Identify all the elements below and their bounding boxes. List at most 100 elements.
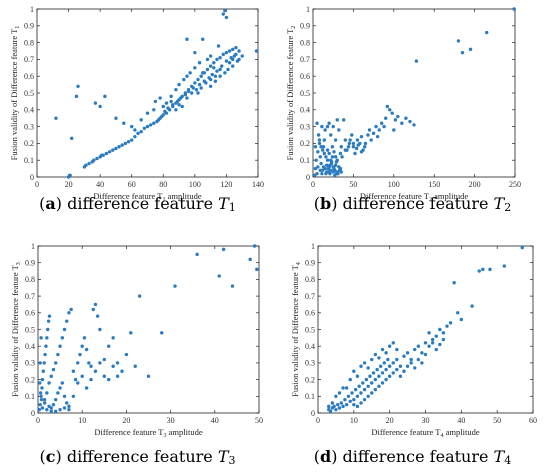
scatter-plot: 0 20 40 60 80 100 120 140 0 0.1 0.2 0.3 0.4 0.5 0.6 0.7…	[9, 5, 264, 203]
data-point	[65, 319, 69, 323]
data-point	[320, 148, 325, 152]
data-point	[328, 171, 332, 176]
data-point	[221, 52, 225, 57]
data-point	[76, 381, 80, 385]
caption-symbol: T	[493, 447, 505, 466]
data-point	[352, 369, 356, 373]
y-axis-label: Fusion validity of Difference feature T3	[10, 262, 22, 397]
data-point	[366, 394, 370, 398]
data-point	[208, 54, 213, 58]
data-point	[512, 7, 516, 11]
data-point	[320, 168, 325, 172]
data-point	[42, 397, 47, 402]
data-point	[49, 409, 53, 414]
data-point	[325, 158, 330, 162]
data-point	[362, 397, 367, 402]
y-axis-label-text: Fusion validity of Difference feature T	[10, 264, 20, 396]
y-tick-label: 0.6	[25, 309, 35, 318]
data-point	[438, 342, 442, 347]
data-point	[427, 344, 431, 348]
data-point	[174, 87, 178, 92]
data-point	[330, 145, 335, 149]
data-point	[395, 357, 399, 362]
data-point	[355, 394, 360, 398]
data-point	[370, 357, 374, 362]
data-point	[327, 121, 331, 125]
data-point	[390, 111, 394, 115]
data-point	[427, 331, 431, 335]
data-point	[40, 406, 45, 410]
data-point	[227, 61, 232, 65]
data-point	[107, 150, 112, 154]
x-axis-label-text: Difference feature T	[93, 191, 163, 201]
data-point	[120, 143, 124, 147]
y-tick-label: 0.3	[300, 122, 310, 131]
data-point	[359, 150, 364, 154]
y-tick-label: 0.7	[305, 292, 315, 301]
y-axis-label-subscript: 3	[16, 262, 22, 265]
data-point	[107, 344, 111, 348]
data-point	[95, 156, 99, 161]
data-point	[80, 344, 84, 348]
data-point	[76, 361, 80, 365]
data-point	[385, 104, 390, 109]
data-point	[205, 57, 210, 62]
data-point	[207, 76, 211, 80]
data-point	[366, 384, 370, 388]
x-tick-label: 50	[255, 416, 263, 425]
data-point	[318, 155, 322, 159]
caption-open-paren: (	[39, 447, 46, 466]
data-point	[337, 128, 341, 132]
data-point	[380, 347, 385, 352]
y-tick-label: 0.9	[24, 22, 34, 31]
data-point	[51, 402, 56, 407]
data-point	[412, 123, 416, 127]
data-point	[330, 401, 335, 405]
data-point	[339, 145, 343, 149]
data-point	[316, 133, 321, 137]
data-point	[82, 336, 87, 340]
data-point	[114, 116, 118, 120]
x-axis-label: Difference feature T2 amplitude	[360, 191, 468, 203]
data-point	[46, 319, 51, 323]
y-tick-label: 0.9	[305, 259, 315, 268]
x-tick-label: 20	[386, 416, 394, 425]
data-point	[348, 138, 352, 142]
data-point	[158, 96, 162, 100]
data-point	[387, 364, 392, 368]
data-point	[338, 166, 343, 171]
x-tick-label: 100	[189, 180, 201, 189]
data-point	[38, 402, 42, 407]
x-axis-label-suffix: amplitude	[166, 427, 202, 437]
y-tick-label: 0.5	[305, 325, 315, 334]
data-point	[92, 158, 96, 162]
data-point	[224, 15, 229, 20]
y-tick-label: 1	[30, 5, 34, 14]
data-point	[185, 74, 189, 78]
data-point	[380, 381, 385, 385]
data-point	[227, 49, 232, 53]
data-point	[321, 145, 326, 149]
data-point	[89, 364, 93, 368]
data-point	[325, 124, 330, 129]
data-point	[219, 64, 224, 68]
data-point	[98, 327, 102, 332]
data-point	[366, 366, 370, 370]
x-tick-label: 0	[35, 180, 39, 189]
caption-close-paren: )	[55, 447, 62, 466]
data-point	[408, 119, 412, 124]
data-point	[129, 331, 133, 335]
data-point	[84, 163, 88, 167]
data-point	[153, 99, 158, 104]
data-point	[339, 401, 343, 405]
data-point	[148, 123, 153, 127]
y-tick-label: 0.2	[25, 375, 35, 384]
data-point	[342, 118, 346, 122]
data-point	[434, 334, 438, 338]
x-tick-label: 0	[36, 416, 40, 425]
data-point	[377, 384, 381, 388]
data-point	[173, 284, 177, 288]
data-point	[346, 145, 351, 149]
data-point	[377, 374, 381, 378]
x-tick-label: 250	[509, 180, 521, 189]
